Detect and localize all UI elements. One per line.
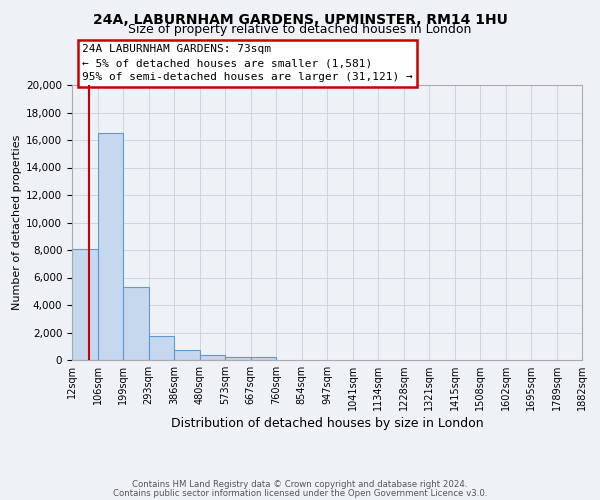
Bar xyxy=(200,355,225,360)
Y-axis label: Number of detached properties: Number of detached properties xyxy=(12,135,22,310)
Bar xyxy=(174,350,200,360)
Text: 24A LABURNHAM GARDENS: 73sqm
← 5% of detached houses are smaller (1,581)
95% of : 24A LABURNHAM GARDENS: 73sqm ← 5% of det… xyxy=(82,44,413,82)
Text: 24A, LABURNHAM GARDENS, UPMINSTER, RM14 1HU: 24A, LABURNHAM GARDENS, UPMINSTER, RM14 … xyxy=(92,12,508,26)
Bar xyxy=(72,248,98,360)
Text: Contains public sector information licensed under the Open Government Licence v3: Contains public sector information licen… xyxy=(113,488,487,498)
X-axis label: Distribution of detached houses by size in London: Distribution of detached houses by size … xyxy=(170,418,484,430)
Bar xyxy=(251,357,276,360)
Text: Size of property relative to detached houses in London: Size of property relative to detached ho… xyxy=(128,22,472,36)
Bar xyxy=(149,336,174,360)
Bar xyxy=(123,287,149,360)
Text: Contains HM Land Registry data © Crown copyright and database right 2024.: Contains HM Land Registry data © Crown c… xyxy=(132,480,468,489)
Bar xyxy=(98,133,123,360)
Bar xyxy=(225,356,251,360)
